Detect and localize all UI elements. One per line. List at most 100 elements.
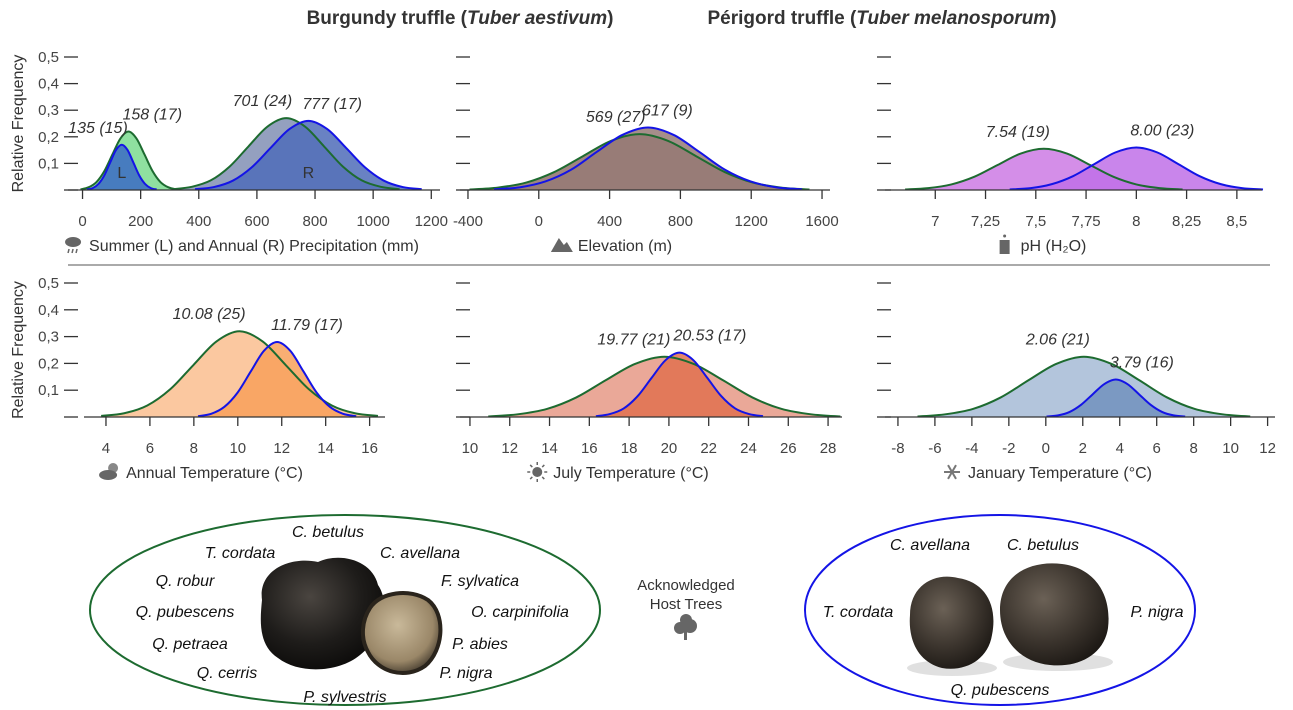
axis-icon (527, 462, 547, 482)
x-axis-title: Summer (L) and Annual (R) Precipitation … (89, 238, 419, 255)
icon-rain (72, 249, 73, 253)
x-tick-label: -8 (891, 440, 904, 457)
host-tree: P. sylvestris (303, 689, 386, 706)
x-tick-label: 7 (931, 213, 939, 230)
x-tick-label: 7,5 (1025, 213, 1046, 230)
x-tick-label: 10 (1222, 440, 1239, 457)
x-tick-label: -4 (965, 440, 978, 457)
value-label: 158 (17) (122, 106, 182, 123)
x-tick-label: 12 (273, 440, 290, 457)
y-axis-title: Relative Frequency (10, 55, 27, 193)
x-tick-label: 6 (1153, 440, 1161, 457)
icon-ray (530, 465, 532, 467)
axis-icon (944, 465, 960, 479)
title-text: Périgord truffle ( (707, 8, 857, 29)
y-axis-title: Relative Frequency (10, 281, 27, 419)
icon-rain (76, 249, 77, 253)
host-tree: C. betulus (1007, 537, 1079, 554)
x-tick-label: 10 (229, 440, 246, 457)
icon-bubble (1003, 235, 1006, 238)
x-tick-label: 0 (1042, 440, 1050, 457)
tree-icon (674, 614, 697, 640)
value-label: 701 (24) (233, 93, 293, 110)
x-tick-label: 20 (661, 440, 678, 457)
area-label: L (117, 165, 126, 182)
burgundy-truffle-photo (261, 558, 441, 673)
host-tree: O. carpinifolia (471, 604, 569, 621)
x-tick-label: 1600 (805, 213, 838, 230)
host-tree: T. cordata (823, 604, 894, 621)
value-label: 3.79 (16) (1110, 354, 1174, 371)
x-tick-label: 7,25 (971, 213, 1000, 230)
host-tree: P. nigra (439, 665, 492, 682)
x-tick-label: 14 (541, 440, 558, 457)
x-tick-label: 22 (700, 440, 717, 457)
host-tree: C. avellana (890, 537, 970, 554)
x-tick-label: 1200 (415, 213, 448, 230)
icon-sun (532, 467, 542, 477)
area-label: R (303, 165, 315, 182)
x-axis-title: pH (H₂O) (1021, 238, 1087, 255)
value-label: 569 (27) (586, 109, 646, 126)
value-label: 10.08 (25) (173, 306, 246, 323)
x-tick-label: 200 (128, 213, 153, 230)
title-latin: Tuber melanosporum (856, 8, 1050, 29)
value-label: 2.06 (21) (1025, 332, 1090, 349)
x-tick-label: 8 (190, 440, 198, 457)
icon-beaker (1000, 240, 1010, 254)
x-tick-label: 8 (1190, 440, 1198, 457)
x-tick-label: 14 (317, 440, 334, 457)
host-tree: P. nigra (1130, 604, 1183, 621)
value-label: 617 (9) (642, 102, 693, 119)
x-tick-label: 24 (740, 440, 757, 457)
value-label: 8.00 (23) (1130, 122, 1194, 139)
host-tree: C. avellana (380, 545, 460, 562)
value-label: 135 (15) (68, 120, 128, 137)
x-tick-label: 4 (1116, 440, 1124, 457)
y-tick-label: 0,1 (38, 155, 59, 172)
x-tick-label: 18 (621, 440, 638, 457)
title-burgundy: Burgundy truffle (Tuber aestivum) (307, 8, 614, 29)
x-tick-label: 8 (1132, 213, 1140, 230)
x-tick-label: 800 (303, 213, 328, 230)
icon-ray (530, 477, 532, 479)
x-tick-label: 10 (462, 440, 479, 457)
icon-rain (68, 249, 69, 253)
icon-cloud (99, 470, 117, 480)
axis-icon (551, 238, 573, 252)
title-text: ) (607, 8, 613, 29)
y-tick-label: 0,5 (38, 49, 59, 66)
y-tick-label: 0,3 (38, 102, 59, 119)
title-latin: Tuber aestivum (467, 8, 607, 29)
x-tick-label: 0 (78, 213, 86, 230)
x-tick-label: 800 (668, 213, 693, 230)
x-tick-label: 12 (1259, 440, 1276, 457)
x-axis-title: July Temperature (°C) (553, 465, 708, 482)
x-tick-label: 600 (244, 213, 269, 230)
x-tick-label: 400 (597, 213, 622, 230)
x-tick-label: 16 (581, 440, 598, 457)
x-tick-label: -6 (928, 440, 941, 457)
host-tree: F. sylvatica (441, 573, 519, 590)
x-tick-label: 12 (501, 440, 518, 457)
icon-ray (542, 465, 544, 467)
x-tick-label: 400 (186, 213, 211, 230)
title-text: ) (1050, 8, 1056, 29)
x-axis-title: Annual Temperature (°C) (126, 465, 303, 482)
y-tick-label: 0,4 (38, 302, 59, 319)
x-axis-title: January Temperature (°C) (968, 465, 1152, 482)
figure: Burgundy truffle (Tuber aestivum) Périgo… (0, 0, 1293, 710)
x-tick-label: 28 (820, 440, 837, 457)
host-trees-label: Host Trees (650, 596, 723, 613)
value-label: 777 (17) (302, 96, 362, 113)
y-tick-label: 0,2 (38, 129, 59, 146)
x-tick-label: 26 (780, 440, 797, 457)
x-tick-label: -2 (1002, 440, 1015, 457)
icon-ray (542, 477, 544, 479)
host-trees-label: Acknowledged (637, 577, 735, 594)
title-text: Burgundy truffle ( (307, 8, 468, 29)
axis-icon (99, 463, 118, 480)
x-tick-label: 8,5 (1226, 213, 1247, 230)
icon-cloud (65, 237, 81, 247)
y-tick-label: 0,4 (38, 76, 59, 93)
